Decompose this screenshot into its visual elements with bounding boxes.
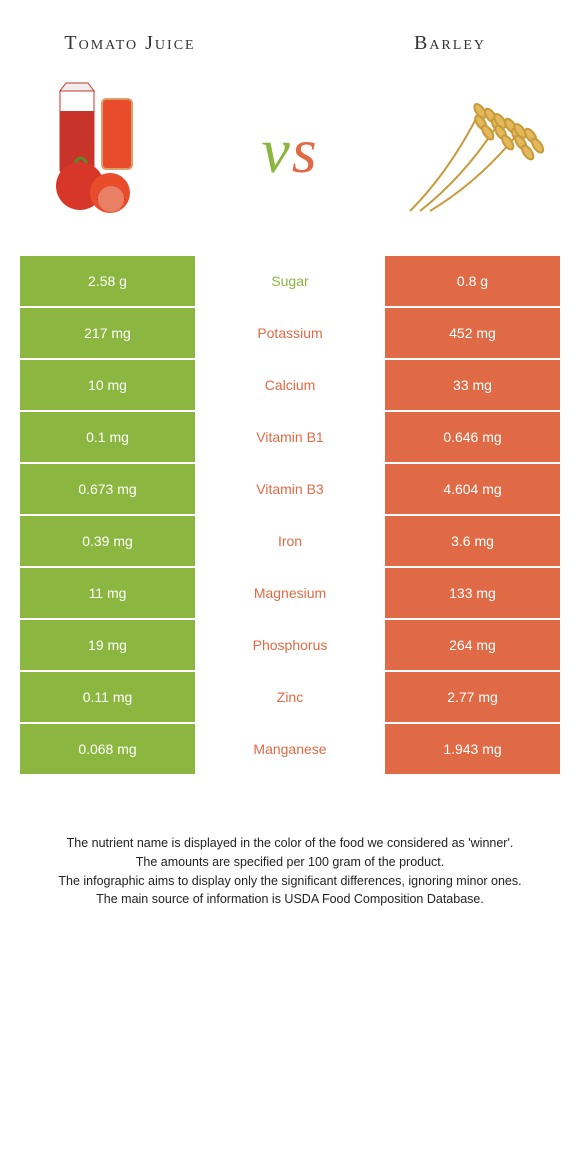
nutrient-name: Vitamin B3: [195, 464, 385, 514]
nutrient-name: Zinc: [195, 672, 385, 722]
value-left: 217 mg: [20, 308, 195, 358]
barley-image: [390, 81, 550, 221]
hero-row: vs: [0, 66, 580, 256]
table-row: 11 mgMagnesium133 mg: [20, 568, 560, 618]
nutrient-name: Manganese: [195, 724, 385, 774]
footer-line: The amounts are specified per 100 gram o…: [30, 853, 550, 872]
nutrient-name: Iron: [195, 516, 385, 566]
value-right: 1.943 mg: [385, 724, 560, 774]
value-right: 0.646 mg: [385, 412, 560, 462]
footer-line: The infographic aims to display only the…: [30, 872, 550, 891]
value-left: 0.39 mg: [20, 516, 195, 566]
tomato-juice-image: [30, 81, 190, 221]
value-right: 2.77 mg: [385, 672, 560, 722]
nutrient-name: Magnesium: [195, 568, 385, 618]
value-right: 452 mg: [385, 308, 560, 358]
nutrient-name: Potassium: [195, 308, 385, 358]
value-right: 33 mg: [385, 360, 560, 410]
value-right: 264 mg: [385, 620, 560, 670]
value-left: 2.58 g: [20, 256, 195, 306]
footer-line: The main source of information is USDA F…: [30, 890, 550, 909]
value-right: 0.8 g: [385, 256, 560, 306]
footer-notes: The nutrient name is displayed in the co…: [30, 834, 550, 909]
table-row: 19 mgPhosphorus264 mg: [20, 620, 560, 670]
nutrient-name: Sugar: [195, 256, 385, 306]
value-left: 0.068 mg: [20, 724, 195, 774]
value-right: 3.6 mg: [385, 516, 560, 566]
value-left: 10 mg: [20, 360, 195, 410]
table-row: 0.1 mgVitamin B10.646 mg: [20, 412, 560, 462]
header: Tomato Juice Barley: [0, 0, 580, 66]
table-row: 217 mgPotassium452 mg: [20, 308, 560, 358]
table-row: 0.11 mgZinc2.77 mg: [20, 672, 560, 722]
value-left: 0.11 mg: [20, 672, 195, 722]
comparison-table: 2.58 gSugar0.8 g217 mgPotassium452 mg10 …: [20, 256, 560, 774]
value-left: 11 mg: [20, 568, 195, 618]
nutrient-name: Calcium: [195, 360, 385, 410]
value-right: 4.604 mg: [385, 464, 560, 514]
vs-label: vs: [261, 114, 318, 188]
table-row: 10 mgCalcium33 mg: [20, 360, 560, 410]
food-title-right: Barley: [360, 30, 540, 56]
table-row: 0.673 mgVitamin B34.604 mg: [20, 464, 560, 514]
value-left: 0.673 mg: [20, 464, 195, 514]
table-row: 2.58 gSugar0.8 g: [20, 256, 560, 306]
nutrient-name: Phosphorus: [195, 620, 385, 670]
value-left: 0.1 mg: [20, 412, 195, 462]
table-row: 0.39 mgIron3.6 mg: [20, 516, 560, 566]
footer-line: The nutrient name is displayed in the co…: [30, 834, 550, 853]
value-right: 133 mg: [385, 568, 560, 618]
table-row: 0.068 mgManganese1.943 mg: [20, 724, 560, 774]
nutrient-name: Vitamin B1: [195, 412, 385, 462]
food-title-left: Tomato Juice: [40, 30, 220, 56]
value-left: 19 mg: [20, 620, 195, 670]
